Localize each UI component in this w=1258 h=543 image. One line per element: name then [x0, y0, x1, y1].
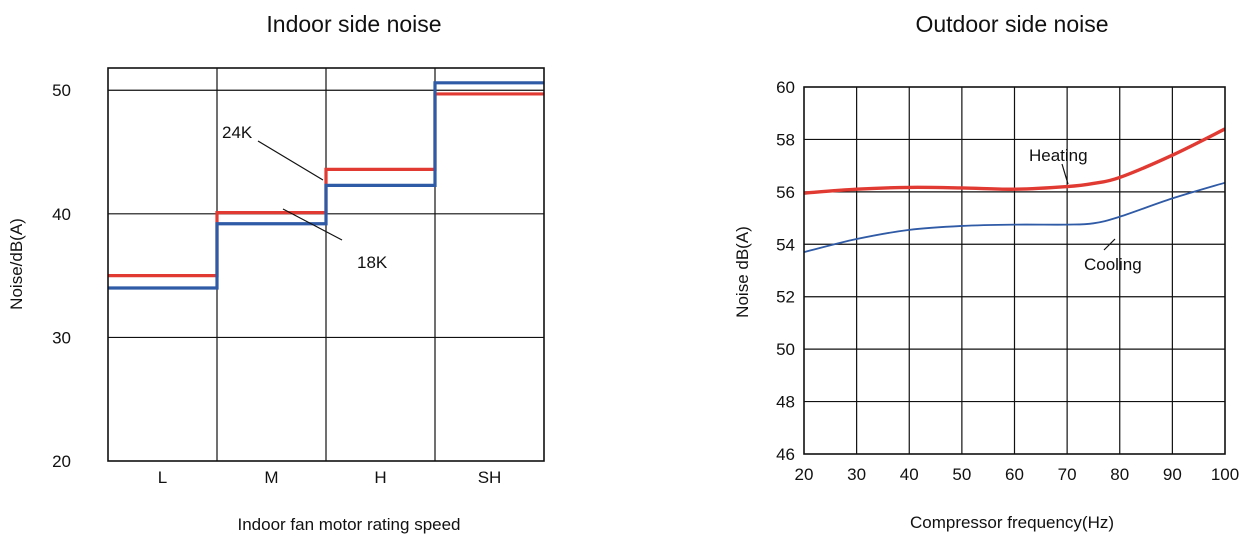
- outdoor-x-tick-label: 80: [1110, 465, 1129, 484]
- series-label-18k: 18K: [357, 253, 388, 272]
- series-line-heating: [803, 127, 1226, 195]
- outdoor-noise-chart: Outdoor side noise 46 48 50 52 54 56 58 60 20 30…: [733, 11, 1239, 532]
- series-line-18k: [108, 81, 544, 290]
- outdoor-x-tick-labels: 20 30 40 50 60 70 80 90 100: [795, 465, 1240, 484]
- outdoor-x-tick-label: 20: [795, 465, 814, 484]
- outdoor-y-tick-label: 56: [776, 183, 795, 202]
- indoor-y-tick-label: 50: [52, 81, 71, 100]
- indoor-x-axis-label: Indoor fan motor rating speed: [237, 515, 460, 534]
- series-label-24k: 24K: [222, 123, 253, 142]
- series-label-heating: Heating: [1029, 146, 1088, 165]
- label-24k-leader: [257, 140, 324, 181]
- outdoor-y-tick-label: 52: [776, 288, 795, 307]
- indoor-y-tick-labels: 20 30 40 50: [52, 81, 71, 471]
- outdoor-x-axis-label: Compressor frequency(Hz): [910, 513, 1114, 532]
- outdoor-chart-title: Outdoor side noise: [915, 11, 1108, 37]
- outdoor-x-tick-label: 30: [847, 465, 866, 484]
- indoor-chart-series: [108, 81, 544, 290]
- indoor-chart-title: Indoor side noise: [266, 11, 441, 37]
- outdoor-chart-series: [803, 127, 1226, 254]
- indoor-x-tick-labels: L M H SH: [158, 468, 502, 487]
- indoor-x-tick-label: SH: [478, 468, 502, 487]
- outdoor-y-tick-labels: 46 48 50 52 54 56 58 60: [776, 78, 795, 464]
- indoor-x-tick-label: M: [264, 468, 278, 487]
- indoor-chart-frame: [107, 67, 545, 462]
- label-18k-leader: [282, 208, 343, 241]
- series-line-cooling: [803, 181, 1226, 254]
- indoor-y-tick-label: 40: [52, 205, 71, 224]
- outdoor-y-tick-label: 58: [776, 130, 795, 149]
- outdoor-x-tick-label: 40: [900, 465, 919, 484]
- outdoor-x-tick-label: 90: [1163, 465, 1182, 484]
- outdoor-y-tick-label: 46: [776, 445, 795, 464]
- indoor-chart-grid: [108, 68, 544, 461]
- indoor-x-tick-label: H: [374, 468, 386, 487]
- outdoor-y-tick-label: 54: [776, 235, 795, 254]
- indoor-y-axis-label: Noise/dB(A): [7, 218, 26, 310]
- outdoor-y-axis-label: Noise dB(A): [733, 226, 752, 318]
- outdoor-y-tick-label: 50: [776, 340, 795, 359]
- outdoor-x-tick-label: 100: [1211, 465, 1239, 484]
- outdoor-x-tick-label: 60: [1005, 465, 1024, 484]
- series-label-cooling: Cooling: [1084, 255, 1142, 274]
- label-cooling-leader: [1103, 238, 1116, 251]
- indoor-noise-chart: Indoor side noise 20 30 40 50 L M H SH Noise/d…: [7, 11, 545, 534]
- indoor-y-tick-label: 20: [52, 452, 71, 471]
- indoor-y-tick-label: 30: [52, 328, 71, 347]
- outdoor-y-tick-label: 48: [776, 393, 795, 412]
- outdoor-x-tick-label: 70: [1058, 465, 1077, 484]
- outdoor-chart-grid: [804, 87, 1225, 454]
- indoor-x-tick-label: L: [158, 468, 167, 487]
- outdoor-chart-frame: [803, 86, 1226, 455]
- outdoor-x-tick-label: 50: [952, 465, 971, 484]
- label-heating-leader: [1061, 163, 1069, 185]
- outdoor-y-tick-label: 60: [776, 78, 795, 97]
